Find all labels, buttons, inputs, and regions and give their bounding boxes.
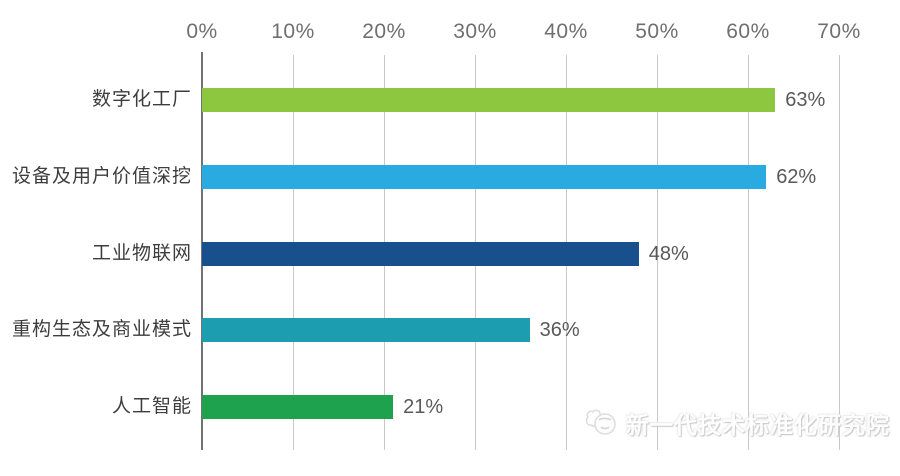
bar xyxy=(202,241,639,266)
x-axis-tick-label: 50% xyxy=(635,20,679,43)
value-label: 62% xyxy=(776,165,817,188)
value-label: 21% xyxy=(403,396,444,418)
value-label: 48% xyxy=(648,242,689,265)
category-label: 人工智能 xyxy=(111,396,192,417)
value-label: 36% xyxy=(539,319,580,342)
bar xyxy=(202,318,530,343)
watermark-text: 新一代技术标准化研究院 xyxy=(626,412,890,438)
bar xyxy=(202,164,767,189)
gridline xyxy=(839,55,840,450)
doodle-mascot-logo-icon xyxy=(584,407,620,439)
x-axis-tick-label: 20% xyxy=(362,20,406,43)
x-axis-tick-label: 30% xyxy=(453,20,497,43)
gridline xyxy=(748,55,749,450)
value-label: 63% xyxy=(785,89,826,111)
x-axis-tick-label: 70% xyxy=(817,20,861,43)
category-label: 设备及用户价值深挖 xyxy=(11,165,192,187)
watermark: 新一代技术标准化研究院 xyxy=(584,406,890,440)
gridline xyxy=(657,55,658,450)
x-axis-tick-label: 10% xyxy=(271,20,315,43)
x-axis-tick-label: 0% xyxy=(186,20,218,43)
x-axis-tick-label: 40% xyxy=(544,20,588,43)
bar xyxy=(202,88,776,112)
bar xyxy=(202,395,394,419)
category-label: 数字化工厂 xyxy=(91,89,192,110)
x-axis-tick-label: 60% xyxy=(726,20,770,43)
category-label: 工业物联网 xyxy=(91,242,192,264)
category-label: 重构生态及商业模式 xyxy=(11,319,192,341)
